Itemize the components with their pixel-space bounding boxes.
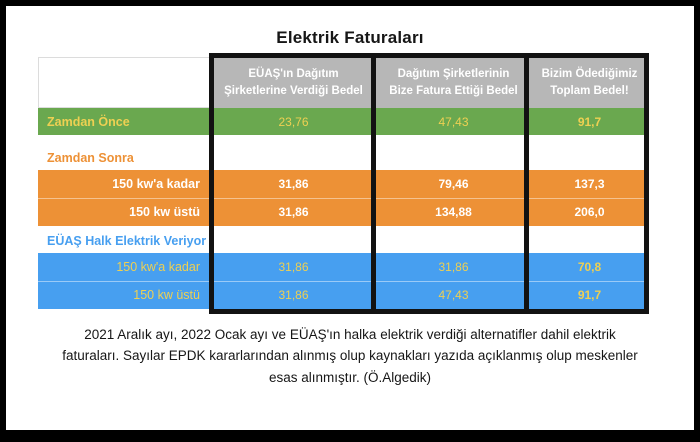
value-cell: 31,86 [210, 281, 377, 309]
row-label-150kw-ustu-orange: 150 kw üstü [38, 198, 210, 226]
chart-title: Elektrik Faturaları [276, 28, 424, 47]
corner-cell [38, 57, 210, 108]
value-cell: 31,86 [210, 170, 377, 198]
source-caption: 2021 Aralık ayı, 2022 Ocak ayı ve EÜAŞ'ı… [62, 327, 638, 385]
row-label-150kw-kadar-orange: 150 kw'a kadar [38, 170, 210, 198]
empty-cell [530, 226, 649, 253]
empty-cell [377, 135, 530, 170]
empty-cell [377, 226, 530, 253]
value-cell: 47,43 [377, 281, 530, 309]
value-cell: 31,86 [210, 253, 377, 281]
value-cell: 31,86 [210, 198, 377, 226]
section-label-zamdan-sonra: Zamdan Sonra [38, 135, 210, 170]
empty-cell [530, 135, 649, 170]
value-cell: 91,7 [530, 281, 649, 309]
column-header-total-paid: Bizim Ödediğimiz Toplam Bedel! [530, 57, 649, 108]
electricity-table: EÜAŞ'ın Dağıtım Şirketlerine Verdiği Bed… [38, 57, 649, 309]
row-label-zamdan-once: Zamdan Önce [38, 108, 210, 135]
section-label-euas-halk: EÜAŞ Halk Elektrik Veriyor [38, 226, 210, 253]
column-header-euas-paid: EÜAŞ'ın Dağıtım Şirketlerine Verdiği Bed… [210, 57, 377, 108]
value-cell: 79,46 [377, 170, 530, 198]
value-cell: 31,86 [377, 253, 530, 281]
row-label-150kw-ustu-blue: 150 kw üstü [38, 281, 210, 309]
value-cell: 47,43 [377, 108, 530, 135]
row-label-150kw-kadar-blue: 150 kw'a kadar [38, 253, 210, 281]
content-canvas: Elektrik Faturaları EÜAŞ'ın Dağıtım Şirk… [6, 6, 694, 430]
value-cell: 206,0 [530, 198, 649, 226]
column-header-billed-to-us: Dağıtım Şirketlerinin Bize Fatura Ettiği… [377, 57, 530, 108]
value-cell: 70,8 [530, 253, 649, 281]
value-cell: 91,7 [530, 108, 649, 135]
value-cell: 137,3 [530, 170, 649, 198]
value-cell: 23,76 [210, 108, 377, 135]
value-cell: 134,88 [377, 198, 530, 226]
empty-cell [210, 135, 377, 170]
empty-cell [210, 226, 377, 253]
